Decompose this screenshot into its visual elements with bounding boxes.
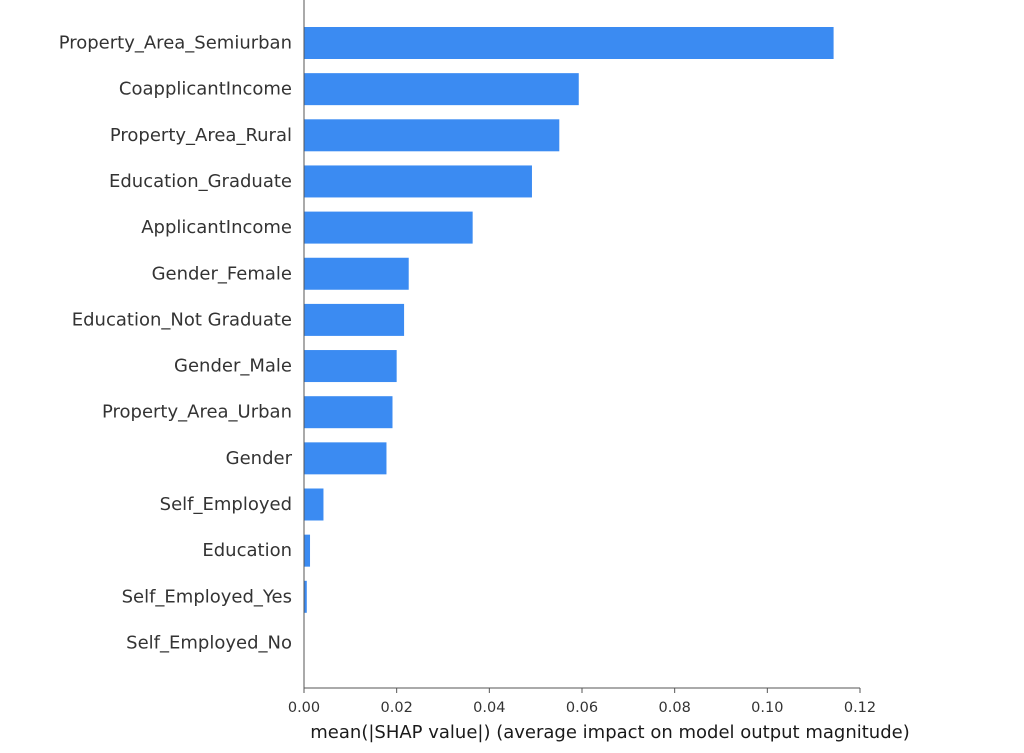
x-tick-label: 0.00 [288, 700, 320, 716]
x-axis-label: mean(|SHAP value|) (average impact on mo… [310, 722, 909, 743]
bar [304, 350, 397, 383]
x-tick-label: 0.02 [381, 700, 413, 716]
category-label: Property_Area_Semiurban [59, 33, 292, 54]
category-label: Property_Area_Urban [102, 402, 292, 423]
bar [304, 73, 579, 106]
category-label: Self_Employed_No [126, 632, 292, 653]
x-tick-label: 0.10 [751, 700, 783, 716]
x-tick-label: 0.04 [473, 700, 505, 716]
x-tick-label: 0.08 [659, 700, 691, 716]
category-label: Education_Graduate [109, 171, 292, 192]
bar [304, 534, 311, 567]
category-label: Property_Area_Rural [110, 125, 292, 146]
category-label: Education [202, 540, 292, 561]
bar [304, 303, 405, 336]
x-tick-label: 0.12 [844, 700, 876, 716]
bar [304, 257, 409, 290]
bar [304, 396, 393, 429]
category-label: CoapplicantIncome [119, 79, 292, 100]
x-ticks-group: 0.00 0.02 0.04 0.06 0.08 0.10 0.12 [288, 688, 876, 716]
x-tick-label: 0.06 [566, 700, 598, 716]
category-label: Self_Employed_Yes [122, 586, 292, 607]
bars-group [304, 27, 834, 613]
bar [304, 27, 834, 59]
category-label: Education_Not Graduate [72, 309, 292, 330]
category-labels-group: Property_Area_Semiurban CoapplicantIncome… [59, 33, 293, 654]
category-label: Gender_Male [174, 356, 292, 377]
category-label: Gender [226, 448, 293, 469]
bar [304, 211, 473, 244]
category-label: Self_Employed [160, 494, 292, 515]
bar [304, 580, 307, 613]
bar [304, 442, 387, 475]
bar [304, 165, 532, 198]
category-label: Gender_Female [152, 263, 292, 284]
category-label: ApplicantIncome [141, 217, 292, 238]
bar [304, 488, 324, 521]
bar [304, 119, 560, 152]
